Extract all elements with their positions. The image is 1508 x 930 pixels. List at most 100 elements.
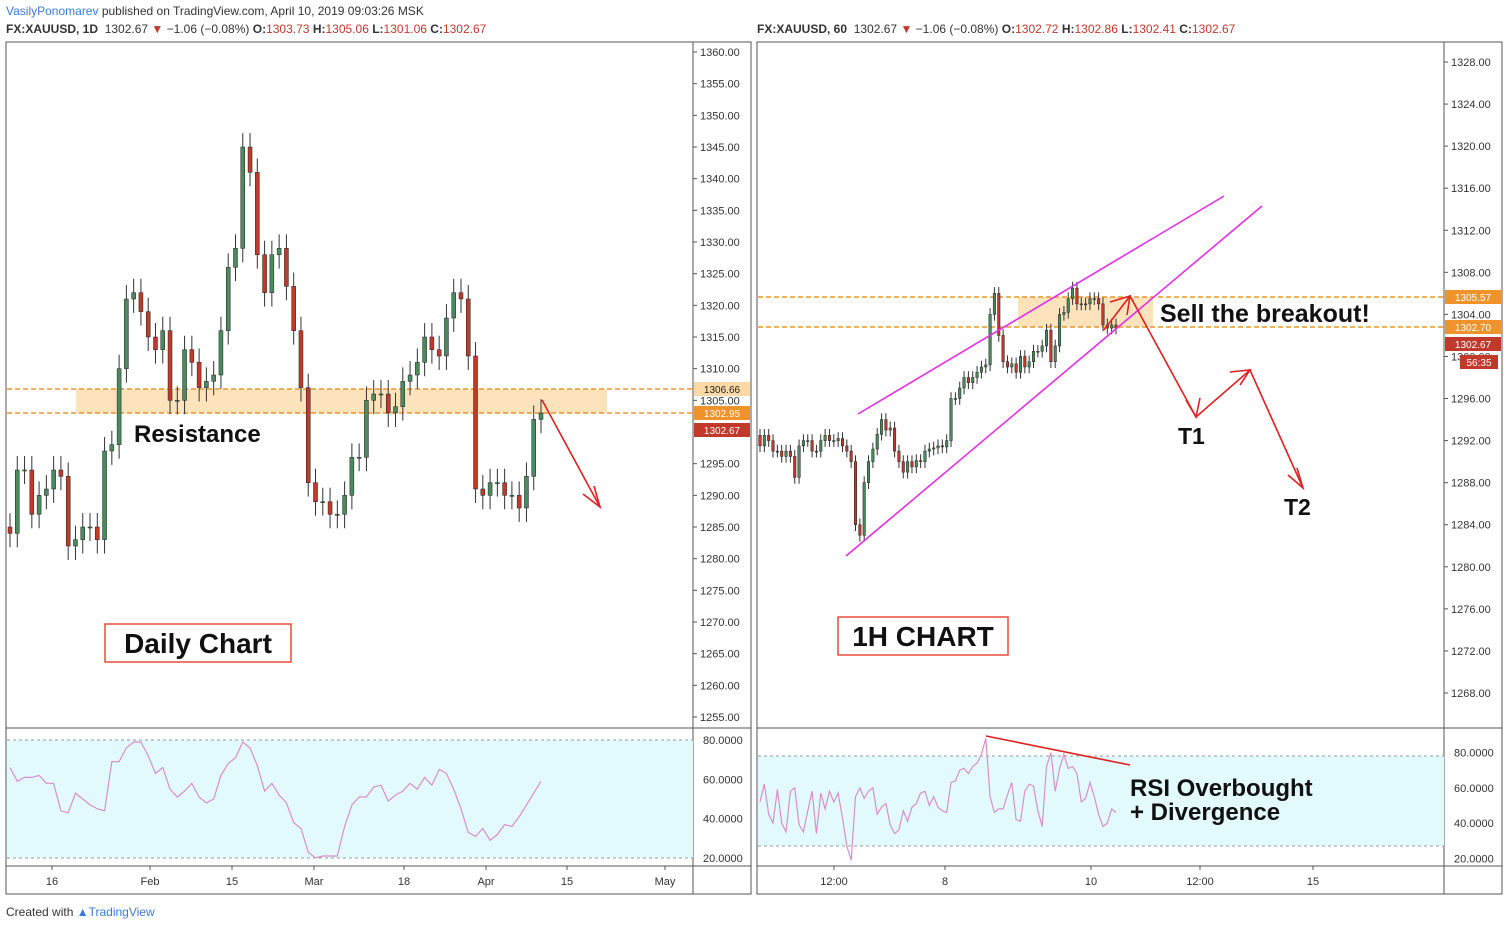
left-candle-body-26 [196,362,202,388]
tradingview-link[interactable]: TradingView [88,905,155,919]
left-y-tick-label-21: 1255.00 [700,712,740,724]
right-candle-19 [840,432,844,453]
right-high: 1302.86 [1074,22,1118,36]
right-candle-10 [801,434,805,453]
left-y-tick-label-16: 1280.00 [700,554,740,566]
projection-path-arrows[interactable] [1103,294,1305,491]
right-candle-61 [1023,350,1027,374]
left-y-tick-label-4: 1340.00 [700,174,740,186]
left-y-tick-label-20: 1260.00 [700,680,740,692]
right-candle-37 [919,454,923,468]
daily-chart-label-box [104,623,292,663]
right-candle-6 [784,444,788,463]
t1-label: T1 [1178,423,1205,449]
left-candle-14 [109,430,115,465]
right-change: −1.06 (−0.08%) [915,22,999,36]
left-candle-70 [516,481,522,522]
right-candle-8 [793,450,797,484]
left-tag-3-bg [694,423,750,437]
right-candle-body-65 [1040,345,1044,352]
right-candle-body-1 [762,435,766,447]
right-countdown: 56:35 [1466,358,1491,369]
right-candle-40 [932,441,936,456]
t2-label: T2 [1284,494,1311,520]
right-y-tick-label-12: 1280.00 [1451,562,1491,574]
left-candle-28 [211,361,216,396]
h1-chart-label-box [837,616,1009,656]
right-y-tick-label-6: 1304.00 [1451,309,1491,321]
left-candle-body-43 [320,501,326,503]
left-x-tick-label-3: Mar [305,876,324,888]
right-candle-body-13 [814,450,818,453]
right-panel-frame [756,41,1503,895]
author-link[interactable]: VasilyPonomarev [6,4,99,18]
right-candle-31 [893,421,897,458]
rsi-divergence-line[interactable] [985,735,1131,766]
right-candle-26 [871,442,875,468]
left-down-arrow[interactable] [541,399,602,510]
left-candle-39 [291,272,296,345]
right-candle-body-12 [810,440,814,452]
left-candle-body-4 [36,495,42,515]
right-candle-12 [810,434,814,458]
right-candle-70 [1062,305,1066,321]
right-candle-body-53 [988,314,992,366]
right-candle-36 [914,454,918,474]
right-y-tick-label-9: 1292.00 [1451,436,1491,448]
left-candle-body-13 [102,450,107,540]
resistance-label: Resistance [134,421,261,448]
right-candle-16 [827,429,831,447]
right-candle-39 [927,442,931,458]
right-candle-13 [814,444,818,458]
right-candle-51 [979,360,983,379]
left-y-tick-label-2: 1350.00 [700,110,740,122]
left-candle-50 [371,380,376,415]
left-y-tick-label-1: 1355.00 [700,79,740,91]
right-candle-50 [975,365,979,384]
left-candle-body-59 [436,349,442,357]
left-close: 1302.67 [442,22,487,36]
left-candle-10 [80,513,85,554]
left-candle-49 [364,386,369,472]
rsi-label-line-2: + Divergence [1130,799,1280,826]
channel-upper-line[interactable] [857,195,1225,415]
right-candle-35 [910,455,914,474]
right-x-tick-label-4: 15 [1307,876,1319,888]
channel-lower-line[interactable] [845,205,1263,557]
left-candle-1 [15,456,20,548]
right-candle-body-59 [1014,363,1018,373]
left-candle-11 [87,513,93,541]
left-candle-25 [189,335,195,377]
right-candle-71 [1066,292,1070,319]
right-candle-body-45 [953,398,957,400]
right-y-tick-label-3: 1316.00 [1451,183,1491,195]
left-candle-body-31 [233,248,238,268]
left-candle-67 [495,468,500,497]
left-rsi-tick-label-1: 60.0000 [703,774,743,786]
right-x-tick-label-1: 8 [942,876,948,888]
right-candle-69 [1058,308,1062,353]
right-candle-body-42 [940,445,944,448]
left-candle-2 [22,456,27,484]
left-candle-4 [36,481,42,529]
left-candle-body-56 [415,362,420,376]
right-candle-17 [832,434,836,447]
left-y-axis: 1360.00 1355.00 1350.00 1345.00 1340.00 1335.… [693,47,740,724]
left-y-tick-label-7: 1325.00 [700,269,740,281]
left-candle-58 [429,323,435,364]
left-rsi-axis: 80.0000 60.0000 40.0000 20.0000 [703,735,743,865]
right-candle-body-48 [966,377,970,384]
left-candle-6 [51,456,56,503]
left-resistance-zone[interactable] [76,389,607,413]
left-high: 1305.06 [325,22,369,36]
right-price: 1302.67 [853,22,898,36]
right-y-tick-label-15: 1268.00 [1451,688,1491,700]
left-y-tick-label-10: 1310.00 [700,364,740,376]
right-y-tick-label-8: 1296.00 [1451,394,1491,406]
left-candle-29 [218,316,224,389]
right-candle-body-62 [1027,361,1031,368]
right-c-label: C: [1179,22,1192,36]
right-y-tick-label-2: 1320.00 [1451,141,1491,153]
left-candle-body-39 [291,286,296,331]
